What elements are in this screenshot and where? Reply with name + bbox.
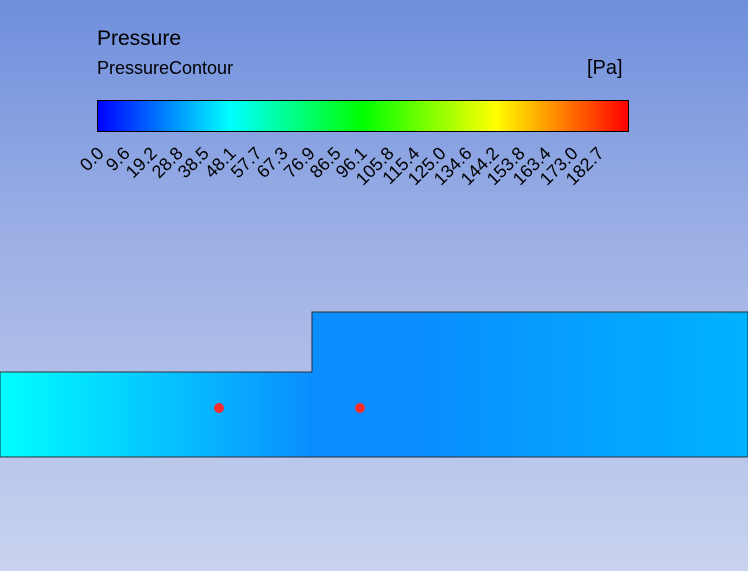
probe-point-2[interactable] <box>355 403 365 413</box>
flow-domain <box>0 311 748 458</box>
legend-title: Pressure <box>97 27 182 50</box>
probe-point-1[interactable] <box>214 403 224 413</box>
legend-subtitle: PressureContour <box>97 58 234 78</box>
legend-unit: [Pa] <box>587 57 623 79</box>
colorbar <box>97 100 629 132</box>
